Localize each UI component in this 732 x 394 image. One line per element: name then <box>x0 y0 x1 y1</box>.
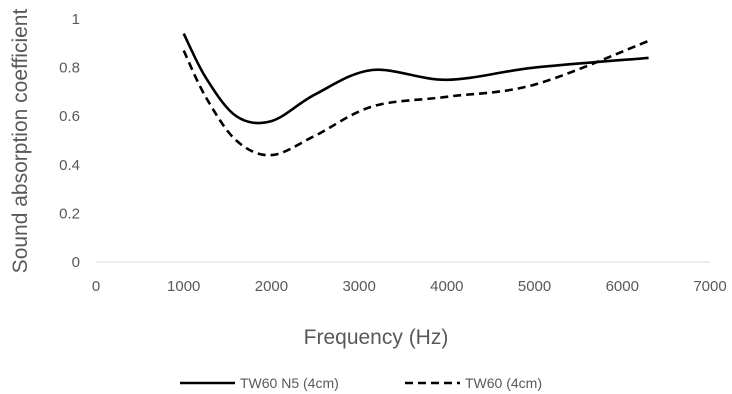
y-tick-label: 0 <box>72 254 80 271</box>
y-tick-label: 0.8 <box>59 60 80 77</box>
x-tick-label: 1000 <box>167 278 200 295</box>
y-axis-title: Sound absorption coefficient <box>9 9 32 274</box>
series-line-tw60-n5 <box>182 33 649 125</box>
x-tick-label: 5000 <box>518 278 551 295</box>
legend-label-tw60-n5: TW60 N5 (4cm) <box>240 375 339 391</box>
y-axis-ticks: 0 0.2 0.4 0.6 0.8 1 <box>59 11 80 271</box>
y-tick-label: 0.2 <box>59 205 80 222</box>
x-tick-label: 3000 <box>342 278 375 295</box>
x-axis-title: Frequency (Hz) <box>304 326 449 349</box>
y-tick-label: 0.4 <box>59 157 80 174</box>
series-line-tw60 <box>182 39 650 157</box>
y-tick-label: 1 <box>72 11 80 28</box>
x-tick-label: 4000 <box>430 278 463 295</box>
x-tick-label: 0 <box>92 278 100 295</box>
legend: TW60 N5 (4cm) TW60 (4cm) <box>180 375 542 391</box>
legend-label-tw60: TW60 (4cm) <box>465 375 542 391</box>
x-tick-label: 7000 <box>693 278 726 295</box>
series-lines <box>182 33 650 157</box>
x-axis-ticks: 0 1000 2000 3000 4000 5000 6000 7000 <box>92 278 727 295</box>
y-tick-label: 0.6 <box>59 108 80 125</box>
x-tick-label: 2000 <box>255 278 288 295</box>
x-tick-label: 6000 <box>606 278 639 295</box>
